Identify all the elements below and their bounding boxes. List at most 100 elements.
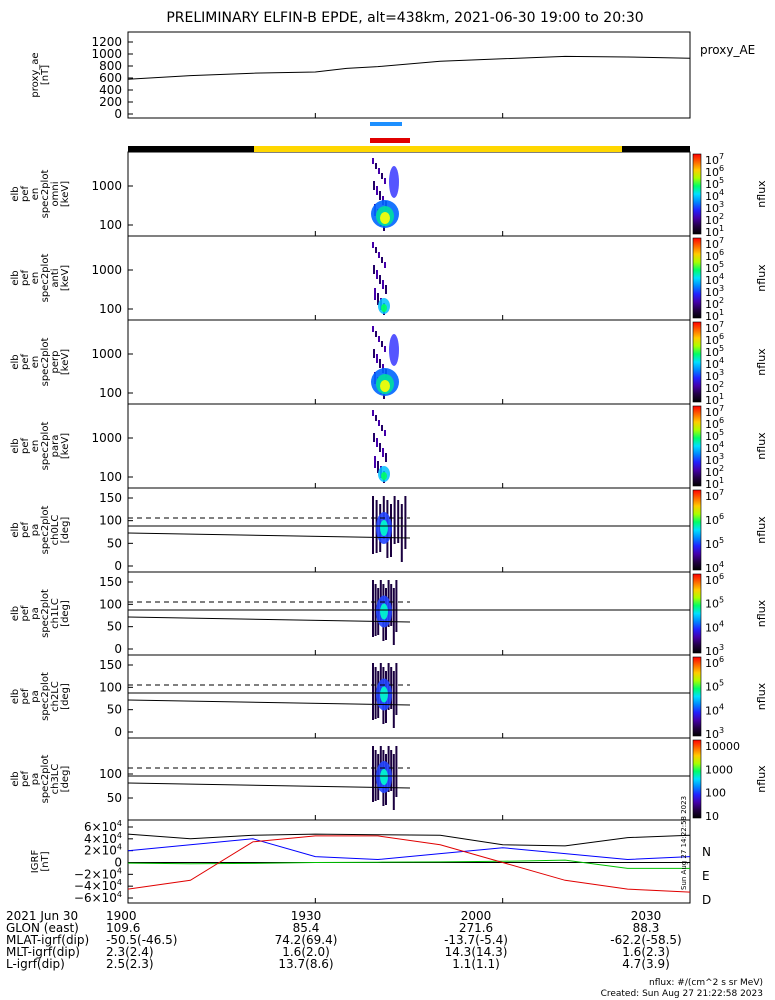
spectrogram-pixel [372,410,374,416]
panel-frame [127,487,691,573]
spectrogram-pixel [373,181,375,190]
orbit-info-label: MLT-igrf(dip) [6,945,80,959]
flux-blob [380,520,388,536]
y-axis-label: para [50,435,61,458]
orbit-info-value: 109.6 [106,921,141,935]
tick-exponent: 2 [719,464,724,473]
spectrogram-pixel [372,242,374,248]
colorbar-label: nflux [755,682,768,710]
y-tick-label: 6×104 [84,819,122,834]
y-tick-label: 0 [114,856,122,870]
y-axis-label: ch1LC [50,598,61,629]
y-axis-label: en [30,188,41,201]
panel-frame [127,235,691,321]
y-tick-label: 1000 [91,347,122,361]
y-tick-label: 100 [99,470,122,484]
y-axis-label: spec2plot [40,170,51,219]
y-axis-label: spec2plot [40,589,51,638]
series-line-igrf-total [127,833,691,847]
y-axis-label: pa [30,607,41,619]
tick-exponent: 6 [719,164,724,173]
y-axis-label: [keV] [60,349,71,375]
series-line-igrf-D [127,835,691,893]
y-axis-label: elb [10,438,21,453]
colorbar-label: nflux [755,264,768,292]
orbit-info-label: L-igrf(dip) [6,957,65,971]
tick-exponent: 7 [719,236,724,245]
spectrogram-pixel [384,262,386,268]
colorbar-label: nflux [755,432,768,460]
panel-frame [127,654,691,739]
y-axis-label: elb [10,522,21,537]
tick-exponent: 6 [719,248,724,257]
spectrogram-pixel [378,336,380,342]
y-axis-label: en [30,440,41,453]
y-axis-label: [deg] [60,517,71,544]
colorbar [692,573,702,654]
spectrogram-pixel [378,420,380,426]
y-tick-label: 400 [99,83,122,97]
orbit-info-row: L-igrf(dip) 2.5(2.3) 13.7(8.6) 1.1(1.1) 4.7(… [6,958,766,970]
loss-cone-line [127,782,411,789]
panel-pa_ch0: elb pef pa spec2plot ch0LC [deg] 150 100 50 0 107 1… [10,487,768,575]
y-tick-label: 100 [99,386,122,400]
tick-exponent: 5 [719,596,724,605]
y-axis-label: [keV] [60,181,71,207]
orbit-info-value: -62.2(-58.5) [610,933,682,947]
tick-exponent: 7 [719,152,724,161]
created-stamp: Created: Sun Aug 27 21:22:58 2023 [600,989,763,999]
spectrogram-pixel [377,461,379,473]
orbit-info-value: 1930 [290,909,322,923]
tick-exponent: 7 [719,488,724,497]
colorbar-tick-label: 104 [705,702,724,717]
tick-exponent: 5 [719,344,724,353]
spectrogram-pixel [372,326,374,332]
y-axis-label: [keV] [60,433,71,459]
tick-exponent: 5 [719,260,724,269]
y-axis-label: pa [30,773,41,785]
orbit-info-value: 4.7(3.9) [622,957,670,971]
y-axis-label: elb [10,689,21,704]
orbit-info-value: 13.7(8.6) [278,957,334,971]
colorbar-label: nflux [755,765,768,793]
y-tick-label: 2×104 [84,843,122,858]
y-axis-label: [deg] [60,600,71,627]
tick-exponent: 5 [719,428,724,437]
panel-igrf: IGRF [nT] 6×1044×1042×1040−2×104−4×104−6×1… [30,819,711,907]
y-tick-label: 50 [107,703,122,717]
y-tick-label: 4×104 [84,831,122,846]
orbit-info-value: 2000 [460,909,492,923]
y-axis-label: elb [10,606,21,621]
spectrogram-pixel [385,453,387,462]
y-axis-label: ch0LC [50,515,61,546]
colorbar-label: nflux [755,348,768,376]
flux-blob [380,380,390,392]
panel-frame [127,571,691,656]
y-axis-label: omni [50,182,61,207]
orbit-info-row: 2021 Jun 30 1900 1930 2000 2030 [6,910,766,922]
tick-exponent: 4 [719,619,724,628]
orbit-info-label: MLAT-igrf(dip) [6,933,90,947]
spectrogram-pixel [385,285,387,294]
y-tick-label: 100 [99,514,122,528]
y-axis-label: pa [30,524,41,536]
y-tick-label: 1000 [91,179,122,193]
spectrogram-pixel [377,293,379,305]
pitch-angle-pixel [372,663,374,720]
spectrogram-pixel [372,158,374,164]
colorbar [692,739,702,819]
orbit-info-row: MLAT-igrf(dip) -50.5(-46.5) 74.2(69.4) -13.… [6,934,766,946]
y-axis-label: [deg] [60,766,71,793]
y-axis-label: [deg] [60,683,71,710]
y-axis-label: spec2plot [40,422,51,471]
orbit-info-value: 1.6(2.3) [622,945,670,959]
y-axis-label: IGRF [30,850,41,874]
orbit-info-value: 2030 [630,909,662,923]
tick-exponent: 4 [117,843,122,852]
flux-blob [380,212,390,224]
orbit-info-value: 271.6 [458,921,494,935]
y-axis-label: pef [20,438,31,455]
spectrogram-pixel [375,247,377,253]
y-tick-label: 1000 [91,47,122,61]
